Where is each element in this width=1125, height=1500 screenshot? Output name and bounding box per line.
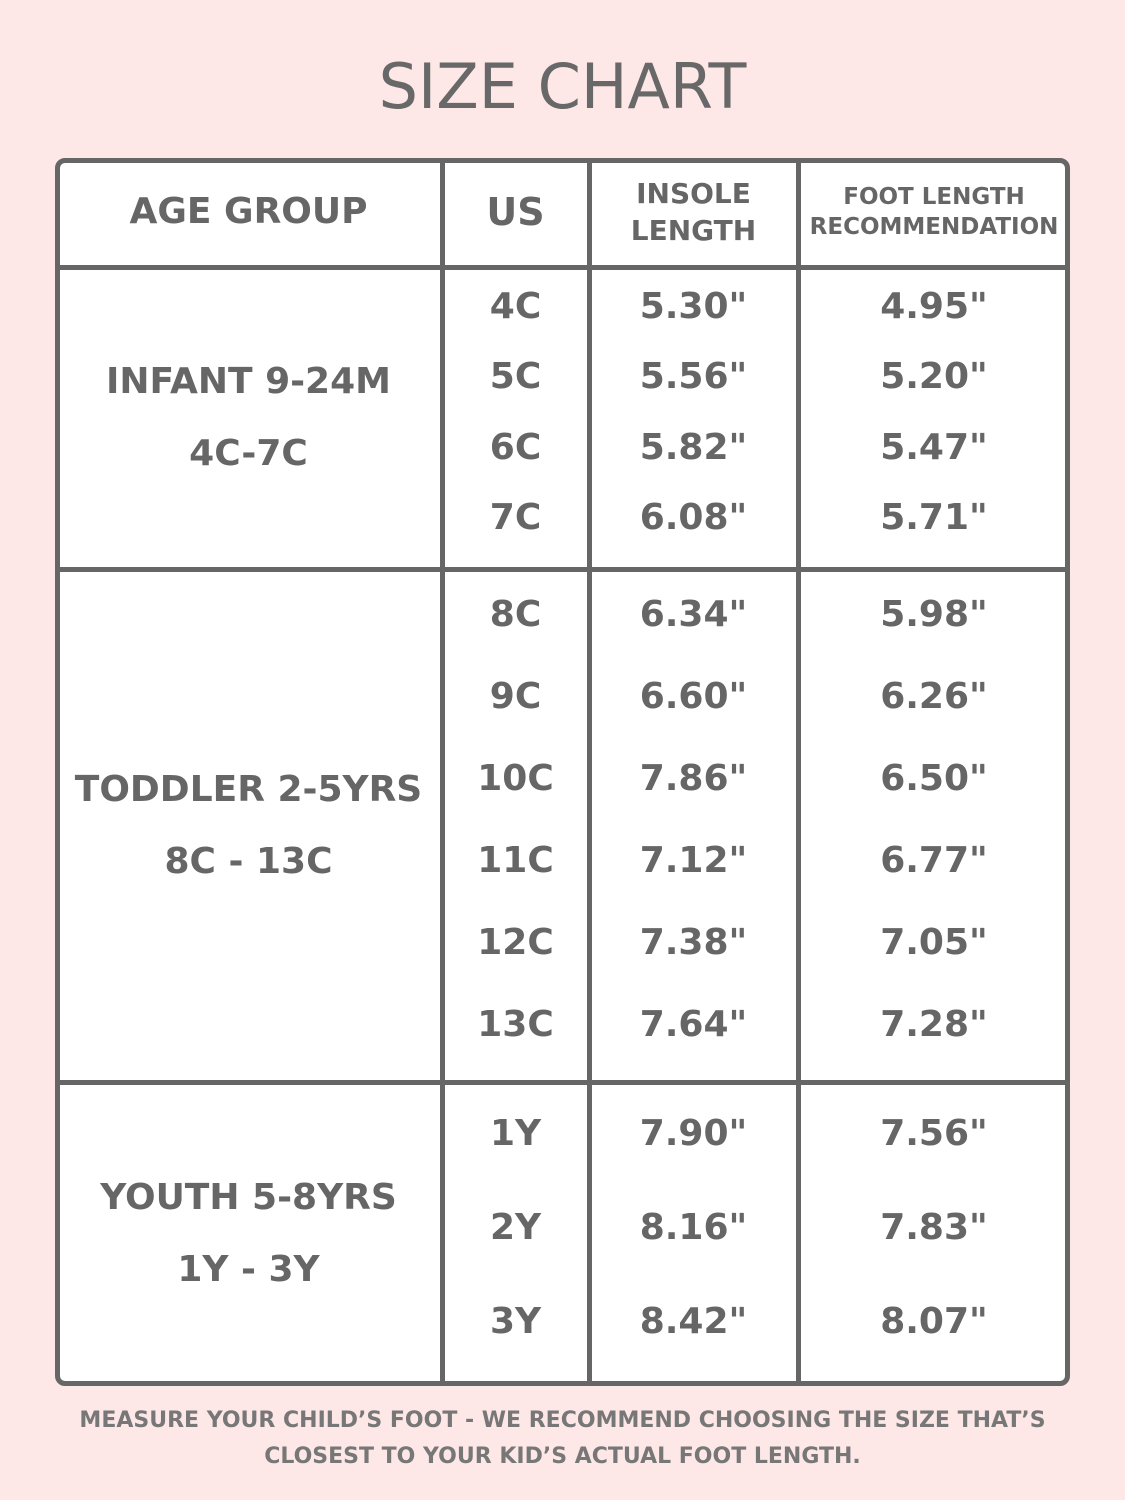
table-cell: 6.50" (880, 757, 988, 799)
group-name: YOUTH 5-8YRS 1Y - 3Y (55, 1082, 442, 1385)
table-cell: 5.82" (639, 426, 748, 468)
group-name-line: INFANT 9-24M (106, 361, 391, 402)
table-cell: 8.07" (880, 1301, 988, 1343)
footer-line: MEASURE YOUR CHILD’S FOOT - WE RECOMMEND… (79, 1408, 1046, 1433)
table-cell: 5.47" (880, 426, 988, 468)
column-divider (587, 158, 592, 1386)
group-name-line: TODDLER 2-5YRS (74, 768, 423, 810)
group-name-line: 8C - 13C (164, 840, 333, 882)
group-name-line: YOUTH 5-8YRS (100, 1176, 397, 1218)
row-divider (55, 265, 1070, 270)
table-cell: 4.95" (880, 285, 988, 327)
table-cell: 5.56" (639, 356, 748, 398)
footer-line: CLOSEST TO YOUR KID’S ACTUAL FOOT LENGTH… (264, 1444, 861, 1469)
table-cell: 8.16" (639, 1206, 748, 1248)
table-cell: 6.77" (880, 840, 988, 882)
header-cell: AGE GROUP (129, 191, 368, 233)
table-cell: 6.60" (639, 675, 748, 717)
row-divider (55, 1080, 1070, 1085)
column-divider (440, 158, 445, 1386)
table-cell: 7.05" (880, 922, 988, 964)
table-cell: 11C (477, 840, 554, 882)
table-cell: 7.56" (880, 1112, 988, 1154)
group-name: TODDLER 2-5YRS 8C - 13C (55, 569, 442, 1082)
table-cell: 7.83" (880, 1206, 988, 1248)
table-cell: 9C (489, 675, 542, 717)
table-cell: 4C (489, 285, 542, 327)
table-cell: 6.34" (639, 593, 748, 635)
table-cell: 5.71" (880, 497, 988, 539)
row-divider (55, 567, 1070, 572)
table-cell: 7.86" (639, 757, 748, 799)
table-cell: 5C (489, 356, 542, 398)
table-cell: 12C (477, 922, 554, 964)
group-name: INFANT 9-24M 4C-7C (55, 267, 442, 569)
table-cell: 6C (489, 426, 542, 468)
title: SIZE CHART (378, 50, 747, 123)
column-divider (796, 158, 801, 1386)
header-cell: INSOLE LENGTH (630, 177, 757, 247)
table-cell: 7.90" (639, 1112, 748, 1154)
group-name-line: 1Y - 3Y (177, 1248, 320, 1290)
table-cell: 8.42" (639, 1301, 748, 1343)
table-cell: 6.26" (880, 675, 988, 717)
table-cell: 10C (477, 757, 554, 799)
size-table (55, 158, 1070, 1386)
table-cell: 7.64" (639, 1004, 748, 1046)
table-cell: 13C (477, 1004, 554, 1046)
table-cell: 1Y (489, 1112, 542, 1154)
table-cell: 5.20" (880, 356, 988, 398)
table-cell: 6.08" (639, 497, 748, 539)
header-cell: US (486, 189, 545, 234)
table-cell: 5.98" (880, 593, 988, 635)
table-cell: 8C (489, 593, 542, 635)
table-cell: 2Y (489, 1206, 542, 1248)
table-cell: 7C (489, 497, 542, 539)
table-cell: 3Y (489, 1301, 542, 1343)
table-cell: 7.12" (639, 840, 748, 882)
header-cell: FOOT LENGTH RECOMMENDATION (809, 183, 1059, 240)
table-cell: 7.28" (880, 1004, 988, 1046)
table-cell: 7.38" (639, 922, 748, 964)
group-name-line: 4C-7C (189, 433, 308, 474)
table-cell: 5.30" (639, 285, 748, 327)
